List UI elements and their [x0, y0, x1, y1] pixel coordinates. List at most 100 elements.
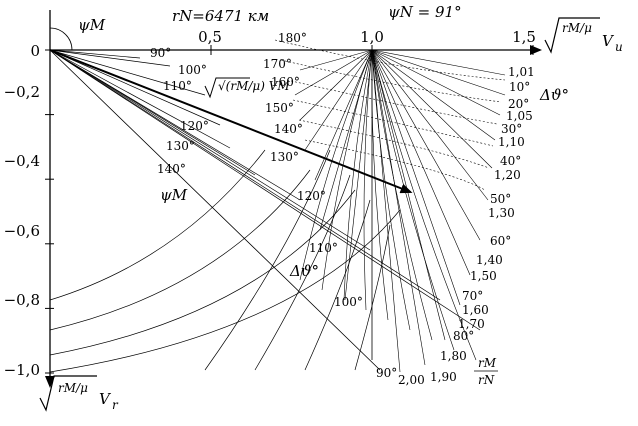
ratio-arc-2 — [49, 189, 356, 356]
vm-vector-arrow — [49, 49, 413, 194]
ratio-label-1-90: 1,90 — [430, 370, 457, 384]
r-n-annotation: rN=6471 км — [172, 7, 269, 25]
x-tick-labels: 0,5 1,0 1,5 — [198, 28, 536, 46]
psi-label-130: 130° — [270, 150, 299, 164]
x-axis-title-var: V — [602, 32, 615, 50]
y-axis-title-var: V — [99, 390, 112, 408]
psi-ray-3 — [49, 49, 221, 126]
y-axis-title: rM/μ V r — [39, 375, 119, 412]
psi-ray-2 — [49, 49, 206, 96]
fan-line-8 — [371, 49, 461, 306]
dashed-curve-4 — [298, 119, 490, 169]
fan-curve-6 — [371, 49, 433, 341]
ratio-label-1-05: 1,05 — [506, 109, 533, 123]
vm-label-sqrt-arg: √(rM/μ) VM — [218, 79, 290, 93]
dtheta-label-20: 20° — [508, 97, 529, 111]
psi-label-160: 160° — [271, 75, 300, 89]
psi-label-110: 110° — [309, 241, 338, 255]
ratio-arc-0 — [49, 149, 266, 301]
ratio-label-1-60: 1,60 — [462, 303, 489, 317]
ray-angle-labels: 90° 100° 110° 120° 130° 140° — [150, 46, 209, 176]
psi-ray-long — [49, 49, 381, 371]
psi-m-angle-arc — [49, 27, 73, 51]
y-axis-title-sqrt-arg: rM/μ — [58, 381, 88, 395]
ratio-fraction-label: rM rN — [474, 356, 498, 387]
y-tick-label-neg-0-8: −0,8 — [4, 291, 40, 309]
fan-line-1 — [371, 49, 506, 96]
ratio-label-1-80: 1,80 — [440, 349, 467, 363]
psi-ray-1 — [49, 49, 171, 67]
y-axis-title-sub: r — [112, 398, 119, 412]
fan-line-13 — [294, 49, 373, 96]
psi-label-90: 90° — [376, 366, 397, 380]
psi-label-170: 170° — [263, 57, 292, 71]
dtheta-label-80: 80° — [453, 329, 474, 343]
ray-label-140: 140° — [157, 162, 186, 176]
dtheta-label-50: 50° — [490, 192, 511, 206]
ratio-label-1-10: 1,10 — [498, 135, 525, 149]
fan-curve-5 — [371, 49, 411, 331]
psi-ray-9 — [49, 49, 481, 331]
dashed-curve-2 — [286, 79, 498, 125]
ratio-labels: 1,01 1,05 1,10 1,20 1,30 1,40 1,50 1,60 … — [398, 65, 535, 387]
psi-m-top-annotation: ψM — [78, 16, 106, 34]
ratio-denominator: rN — [478, 373, 495, 387]
fan-line-16 — [314, 49, 373, 181]
fan-line-14 — [299, 49, 373, 121]
x-tick-label-0-5: 0,5 — [198, 28, 222, 46]
ray-label-100: 100° — [178, 63, 207, 77]
dashed-curve-1 — [280, 59, 502, 103]
ray-label-110: 110° — [163, 79, 192, 93]
x-axis-title-sub: u — [615, 40, 623, 54]
psi-label-140: 140° — [274, 122, 303, 136]
y-tick-labels: 0 −0,2 −0,4 −0,6 −0,8 −1,0 — [4, 42, 40, 379]
dashed-curve-5 — [304, 139, 486, 191]
fan-line-3 — [371, 49, 496, 141]
fan-line-10 — [371, 49, 426, 366]
psi-label-120: 120° — [297, 189, 326, 203]
ratio-label-1-50: 1,50 — [470, 269, 497, 283]
ratio-arc-lower-1 — [254, 174, 351, 371]
fan-curve-0 — [299, 49, 373, 281]
fan-curve-8 — [371, 49, 477, 361]
psi-n-annotation: ψN = 91° — [388, 3, 462, 21]
y-tick-label-0: 0 — [30, 42, 40, 60]
psi-ray-6 — [49, 49, 301, 201]
ratio-arc-lower-0 — [204, 149, 331, 371]
ratio-label-1-30: 1,30 — [488, 206, 515, 220]
fan-line-11 — [371, 49, 401, 373]
fan-line-12 — [299, 49, 373, 71]
x-tick-label-1-0: 1,0 — [360, 28, 384, 46]
x-tick-label-1-5: 1,5 — [512, 28, 536, 46]
psi-label-100: 100° — [334, 295, 363, 309]
y-tick-label-neg-0-2: −0,2 — [4, 83, 40, 101]
ratio-label-2-00: 2,00 — [398, 373, 425, 387]
fan-line-15 — [304, 49, 373, 151]
dashed-curve-3 — [292, 99, 494, 147]
dtheta-label-10: 10° — [509, 80, 530, 94]
delta-theta-mid-annotation: Δϑ° — [289, 262, 319, 280]
fan-line-6 — [371, 49, 481, 241]
fan-line-4 — [371, 49, 493, 169]
psi-ray-8 — [49, 49, 441, 301]
vm-vector-label: √(rM/μ) VM — [204, 77, 290, 99]
psi-ray-7 — [49, 49, 371, 251]
ray-label-120: 120° — [180, 119, 209, 133]
y-tick-label-neg-0-4: −0,4 — [4, 152, 40, 170]
fan-line-5 — [371, 49, 489, 201]
y-tick-label-neg-1-0: −1,0 — [4, 361, 40, 379]
ratio-arc-lower-2 — [304, 199, 371, 371]
dtheta-label-70: 70° — [462, 289, 483, 303]
ratio-label-1-70: 1,70 — [458, 317, 485, 331]
dashed-curve-0 — [274, 39, 506, 81]
dtheta-label-30: 30° — [501, 122, 522, 136]
fan-line-9 — [371, 49, 446, 341]
x-axis-title-sqrt-arg: rM/μ — [562, 21, 592, 35]
dtheta-label-40: 40° — [500, 154, 521, 168]
fan-curve-4 — [371, 49, 389, 321]
ratio-arc-lower-3 — [354, 224, 391, 371]
psi-label-150: 150° — [265, 101, 294, 115]
fan-line-18 — [344, 49, 373, 301]
psi-label-180: 180° — [278, 31, 307, 45]
